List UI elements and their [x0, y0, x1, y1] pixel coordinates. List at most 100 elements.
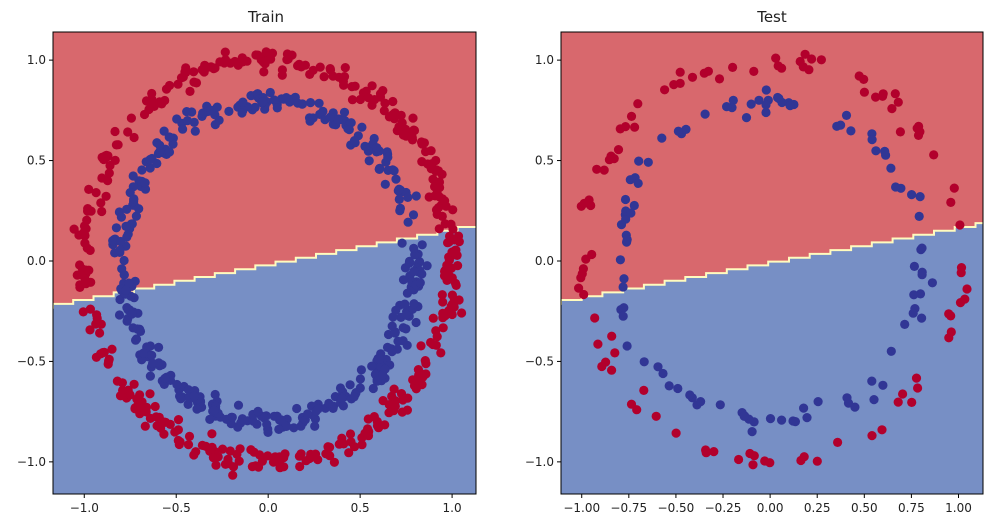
point-class-1: [415, 278, 425, 288]
point-class-1: [355, 374, 365, 384]
point-class-1: [367, 361, 377, 371]
point-class-0: [946, 197, 956, 207]
point-class-0: [962, 284, 972, 294]
point-class-1: [629, 200, 639, 211]
point-class-0: [633, 99, 643, 109]
point-class-1: [765, 414, 776, 424]
point-class-1: [364, 156, 374, 166]
point-class-1: [140, 178, 150, 188]
point-class-1: [380, 179, 390, 189]
point-class-0: [218, 444, 228, 454]
point-class-1: [346, 118, 356, 128]
point-class-1: [387, 321, 397, 331]
point-class-0: [273, 453, 283, 463]
point-class-0: [426, 146, 436, 156]
point-class-1: [389, 166, 399, 176]
point-class-1: [233, 400, 244, 410]
point-class-1: [622, 234, 632, 245]
point-class-0: [607, 331, 617, 341]
point-class-0: [960, 294, 970, 304]
point-class-0: [295, 461, 305, 472]
point-class-1: [917, 243, 927, 253]
point-class-0: [944, 333, 954, 343]
point-class-0: [428, 339, 438, 350]
point-class-0: [75, 260, 85, 270]
point-class-0: [191, 78, 202, 88]
point-class-0: [438, 313, 448, 323]
point-class-0: [104, 354, 114, 364]
point-class-1: [915, 289, 926, 299]
point-class-0: [449, 302, 459, 312]
point-class-0: [593, 339, 603, 349]
point-class-1: [391, 174, 401, 184]
point-class-1: [360, 141, 370, 151]
decision-boundary: [53, 226, 476, 309]
point-class-0: [301, 456, 311, 466]
point-class-0: [867, 431, 877, 441]
point-class-1: [639, 357, 649, 367]
point-class-0: [592, 164, 602, 174]
point-class-0: [230, 56, 240, 67]
point-class-0: [126, 113, 136, 123]
point-class-0: [604, 155, 615, 165]
point-class-1: [148, 358, 158, 368]
point-class-0: [597, 361, 607, 372]
point-class-0: [83, 204, 93, 214]
point-class-1: [394, 185, 404, 195]
point-class-1: [258, 97, 268, 107]
point-class-1: [172, 114, 182, 124]
point-class-1: [289, 423, 299, 433]
point-class-1: [394, 194, 404, 204]
point-class-0: [408, 113, 418, 123]
point-class-0: [607, 365, 617, 375]
point-class-1: [657, 133, 667, 143]
point-class-0: [282, 49, 292, 59]
x-tick-label: 1.00: [945, 501, 972, 515]
point-class-0: [615, 124, 625, 134]
point-class-0: [387, 110, 397, 120]
point-class-0: [392, 126, 402, 136]
point-class-0: [574, 283, 584, 293]
point-class-0: [447, 309, 457, 320]
point-class-0: [220, 47, 230, 57]
y-tick-label: 1.0: [535, 53, 554, 67]
point-class-1: [145, 371, 155, 381]
point-class-0: [913, 130, 924, 140]
point-class-1: [777, 415, 787, 425]
point-class-1: [372, 376, 382, 386]
point-class-0: [197, 440, 207, 450]
point-class-0: [579, 289, 589, 300]
point-class-1: [867, 135, 877, 145]
point-class-0: [347, 82, 357, 92]
point-class-1: [337, 393, 347, 404]
point-class-0: [412, 375, 422, 385]
point-class-0: [367, 81, 377, 91]
point-class-0: [129, 132, 139, 143]
point-class-1: [422, 261, 432, 271]
point-class-0: [431, 155, 441, 166]
point-class-1: [836, 120, 846, 130]
point-class-0: [798, 62, 808, 72]
point-class-1: [182, 116, 193, 126]
point-class-1: [867, 376, 877, 386]
point-class-1: [116, 236, 126, 247]
point-class-0: [209, 64, 219, 74]
point-class-0: [308, 65, 318, 75]
point-class-1: [116, 212, 126, 222]
point-class-0: [349, 442, 360, 452]
point-class-1: [404, 258, 414, 268]
point-class-0: [388, 96, 398, 107]
point-class-0: [113, 140, 123, 150]
point-class-0: [319, 72, 329, 82]
point-class-0: [416, 341, 426, 351]
point-class-1: [907, 190, 917, 200]
point-class-1: [761, 85, 771, 95]
point-class-1: [398, 336, 408, 346]
y-tick-label: −0.5: [17, 354, 46, 368]
point-class-0: [949, 183, 959, 193]
point-class-0: [749, 66, 759, 76]
point-class-0: [378, 396, 388, 406]
point-class-0: [871, 92, 881, 102]
point-class-1: [164, 147, 175, 157]
